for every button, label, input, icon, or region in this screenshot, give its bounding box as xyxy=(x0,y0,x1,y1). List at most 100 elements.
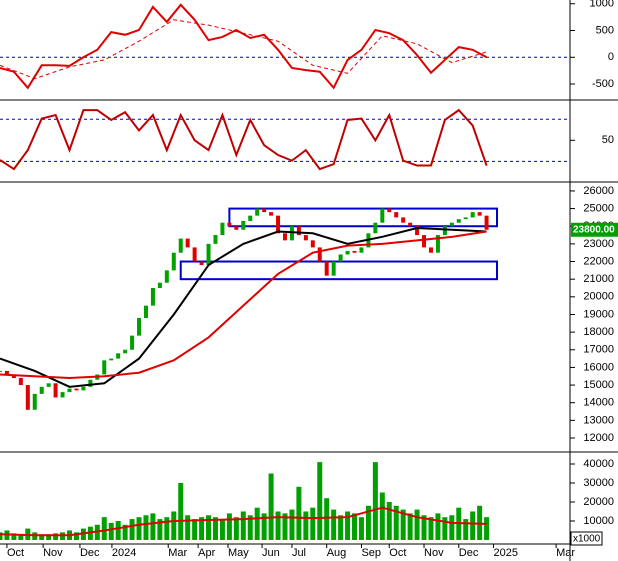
x-tick-label: Dec xyxy=(459,547,479,559)
volume-bar xyxy=(407,513,413,540)
series-line xyxy=(0,3,488,90)
volume-bar xyxy=(463,519,469,540)
volume-bar xyxy=(212,517,218,540)
volume-bar xyxy=(18,534,24,540)
volume-bar xyxy=(143,515,149,540)
x-tick-label: Oct xyxy=(389,547,406,559)
candle xyxy=(435,235,440,253)
candle xyxy=(109,358,114,361)
candle xyxy=(289,226,294,241)
candle xyxy=(164,270,169,283)
y-tick-label: 0 xyxy=(608,51,614,63)
volume-bar xyxy=(428,517,434,540)
y-tick-label: 25000 xyxy=(583,202,614,214)
candle xyxy=(53,383,58,398)
candle xyxy=(283,233,287,241)
x-tick-label: 2025 xyxy=(494,547,518,559)
volume-bar xyxy=(240,511,246,540)
candle xyxy=(157,282,162,288)
y-tick-label: 50 xyxy=(602,134,614,146)
y-tick-label: 30000 xyxy=(583,477,614,489)
candle xyxy=(428,247,433,253)
candle xyxy=(213,235,218,244)
y-tick-label: 26000 xyxy=(583,185,614,197)
candle xyxy=(463,217,468,220)
y-tick-label: 10000 xyxy=(583,515,614,527)
volume-bar xyxy=(358,517,364,540)
y-tick-label: 40000 xyxy=(583,458,614,470)
volume-bar xyxy=(247,515,253,540)
volume-bar xyxy=(0,532,3,540)
volume-bar xyxy=(150,513,156,540)
candle xyxy=(255,208,260,216)
candle xyxy=(137,318,142,336)
volume-bar xyxy=(233,517,239,540)
y-tick-label: 20000 xyxy=(583,496,614,508)
candle xyxy=(220,222,225,236)
candle xyxy=(296,226,301,236)
candle xyxy=(248,215,253,221)
volume-bar xyxy=(379,492,385,540)
y-tick-label: 14000 xyxy=(583,397,614,409)
candle xyxy=(262,208,267,213)
candle xyxy=(317,247,322,262)
candle xyxy=(74,388,79,391)
volume-bar xyxy=(400,509,406,540)
volume-bar xyxy=(157,519,163,540)
candle xyxy=(394,212,399,218)
series-line xyxy=(0,506,487,537)
candle xyxy=(25,385,30,410)
candle xyxy=(18,378,23,386)
volume-bar xyxy=(296,486,302,540)
y-tick-label: 12000 xyxy=(583,432,614,444)
candle xyxy=(227,222,232,227)
candle xyxy=(67,388,72,393)
volume-bar xyxy=(289,509,295,540)
y-tick-label: 16000 xyxy=(583,361,614,373)
candle xyxy=(422,235,427,248)
candle xyxy=(380,208,385,223)
volume-bar xyxy=(164,517,170,540)
volume-bar xyxy=(365,505,371,540)
volume-bar xyxy=(178,483,184,540)
candle xyxy=(0,370,2,372)
candle xyxy=(241,220,246,230)
candle xyxy=(373,222,378,234)
candle xyxy=(276,215,281,234)
candle xyxy=(178,238,183,253)
volume-bar xyxy=(317,462,323,540)
volume-bar xyxy=(352,513,358,540)
series-line xyxy=(0,19,487,80)
y-tick-label: 18000 xyxy=(583,326,614,338)
candle xyxy=(206,243,211,266)
last-price-box xyxy=(571,222,618,237)
candle xyxy=(470,212,475,218)
candle xyxy=(116,353,121,359)
x-tick-label: Mar xyxy=(556,547,575,559)
candle xyxy=(331,261,336,276)
x-tick-label: May xyxy=(228,547,249,559)
candle xyxy=(269,212,274,216)
candle xyxy=(442,226,447,236)
unit-box xyxy=(570,531,603,546)
volume-bar xyxy=(331,509,337,540)
y-tick-label: 15000 xyxy=(583,379,614,391)
y-tick-label: 19000 xyxy=(583,308,614,320)
candle xyxy=(359,247,364,253)
volume-bar xyxy=(219,519,225,540)
volume-bar xyxy=(115,520,121,540)
candle xyxy=(303,235,308,241)
unit-label: x1000 xyxy=(573,534,601,545)
candle xyxy=(234,226,239,230)
y-tick-label: 23000 xyxy=(583,238,614,250)
volume-bar xyxy=(199,517,205,540)
volume-bar xyxy=(39,534,45,540)
candle xyxy=(130,335,135,350)
volume-bar xyxy=(393,505,399,540)
volume-bar xyxy=(435,513,441,540)
candle xyxy=(345,250,350,255)
x-tick-label: Oct xyxy=(7,547,24,559)
candle xyxy=(46,383,51,387)
candle xyxy=(102,360,107,375)
